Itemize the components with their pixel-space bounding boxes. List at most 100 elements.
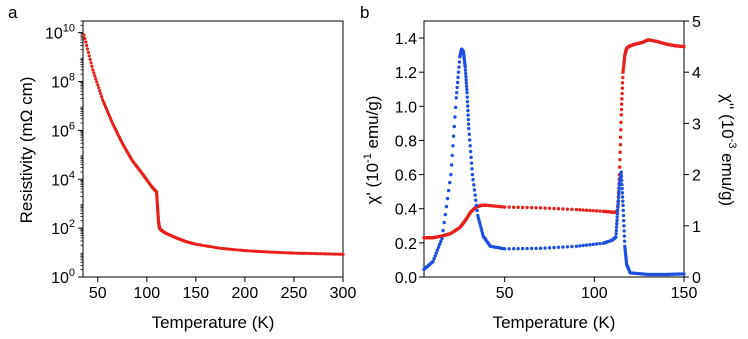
panel-b-chi-double-prime-point [466,122,471,126]
panel-b-chi-double-prime-point [543,246,547,250]
panel-b-chi-prime-point [620,81,625,85]
panel-a-data-point [326,252,330,256]
panel-b-y-right-tick-label: 0 [692,270,701,287]
panel-b-chi-prime-point [561,207,565,211]
panel-b-chi-double-prime-point [475,208,479,213]
panel-b-y-right-tick-label: 5 [692,14,701,31]
panel-b-chi-prime-point [618,157,622,162]
panel-a-y-tick-base: 10 [45,26,63,43]
panel-b-chi-prime-point [617,165,622,169]
panel-b-y-left-label-post: emu/g) [363,96,382,154]
panel-a-data-point [275,250,279,254]
panel-b-chi-prime-point [534,206,538,210]
panel-a-data-point [311,251,316,256]
panel-b-chi-prime-point [620,91,624,96]
panel-a-data-point [255,249,259,253]
panel-b-x-axis-label: Temperature (K) [493,313,616,332]
panel-b-y-right-axis-label: χ'' (10-3 emu/g) [718,94,738,206]
panel-b-chi-prime-point [525,205,529,210]
panel-b-chi-double-prime-point [479,226,483,231]
panel-a-x-tick-label: 250 [281,285,308,302]
panel-b-chi-double-prime-point [469,161,474,165]
panel-b-y-left-tick-label: 1.0 [395,99,417,116]
panel-a-y-tick-exp: 8 [69,72,75,84]
panel-a-data-point [211,245,215,249]
panel-a-data-point [280,250,284,255]
panel-b-chi-prime-point [598,209,602,213]
panel-b-chi-double-prime-point [502,247,507,251]
panel-b-chi-prime-point [529,205,534,210]
panel-b-chi-double-prime-point [478,221,482,225]
panel-b-chi-double-prime-point [468,144,472,148]
panel-b-chi-double-prime-point [620,195,625,199]
panel-a-data-point [97,86,101,90]
panel-b-chi-prime-point [556,207,561,211]
panel-b-chi-double-prime-point [614,235,618,239]
panel-a-data-point [331,252,335,256]
panel-a-y-tick-label: 106 [51,120,75,140]
panel-a-x-ticks: 50 100 150 200 250 300 [89,277,356,302]
panel-b-chi-double-prime-point [622,234,627,238]
panel-a-data-point [292,251,296,255]
panel-b-chi-double-prime-point [570,244,574,249]
panel-b-x-tick-label: 100 [581,285,608,302]
panel-a-data-point [235,248,240,252]
panel-b-chi-double-prime-point [619,170,623,174]
panel-a: a 50 100 150 200 250 300 1001021041061081010 … [8,3,356,332]
panel-a-data-point [98,89,102,93]
panel-b-chi-double-prime-point [463,65,467,69]
panel-b-y-left-tick-label: 1.2 [395,65,417,82]
panel-a-data-point [277,250,281,255]
panel-b-chi-double-prime-point [561,245,565,249]
panel-a-y-tick-base: 10 [51,221,69,238]
panel-a-x-tick-label: 100 [133,285,160,302]
panel-b-chi-double-prime-point [465,99,470,104]
panel-b-chi-double-prime-point [468,149,473,154]
panel-b-chi-double-prime-point [439,239,443,244]
panel-b-chi-double-prime-point [471,178,475,182]
panel-b-chi-double-prime-point [457,65,461,69]
panel-b-frame [423,20,685,278]
panel-a-y-axis-label: Resistivity (mΩ cm) [17,77,36,224]
panel-b-y-left-label-exp: -1 [362,153,374,163]
panel-b-chi-double-prime-point [516,246,520,251]
panel-b-chi-double-prime-point [476,213,480,218]
panel-b-series [422,38,686,277]
panel-a-data-point [88,57,92,62]
panel-a-data-point [221,246,225,251]
panel-a-frame [82,20,344,278]
panel-b-y-left-tick-label: 0.2 [395,236,417,253]
panel-a-data-point [309,251,313,256]
panel-b-chi-double-prime-point [445,196,450,201]
panel-b-chi-double-prime-point [615,208,620,213]
panel-b-chi-double-prime-point [480,231,485,236]
panel-a-y-tick-base: 10 [51,172,69,189]
panel-a-data-point [218,246,222,250]
panel-b-chi-double-prime-point [622,239,627,243]
panel-b-chi-double-prime-point [525,246,529,251]
panel-b-chi-double-prime-point [616,199,621,203]
panel-b-chi-double-prime-point [455,85,459,90]
panel-a-data-point [87,54,91,58]
panel-a-data-point [299,251,303,255]
panel-a-data-point [243,249,247,253]
panel-b-chi-double-prime-point [466,117,471,122]
panel-b-chi-prime-point [682,44,686,49]
panel-b-chi-double-prime-point [682,272,686,276]
panel-b-chi-double-prime-point [622,224,626,228]
panel-a-y-tick-label: 100 [51,267,75,287]
panel-b-chi-double-prime-point [615,218,619,223]
panel-b-chi-double-prime-point [467,126,471,131]
panel-a-data-point [93,74,97,78]
panel-b-chi-prime-point [507,205,511,209]
panel-a-x-tick-label: 200 [232,285,259,302]
panel-b-y-right-tick-label: 2 [692,168,701,185]
panel-b-chi-double-prime-point [584,243,589,247]
panel-a-data-point [302,251,306,255]
panel-a-data-point [260,250,264,254]
panel-b-chi-double-prime-point [520,246,525,251]
panel-b-chi-double-prime-point [464,78,468,82]
panel-a-data-point [204,244,208,248]
panel-a-y-tick-label: 1010 [45,23,75,43]
